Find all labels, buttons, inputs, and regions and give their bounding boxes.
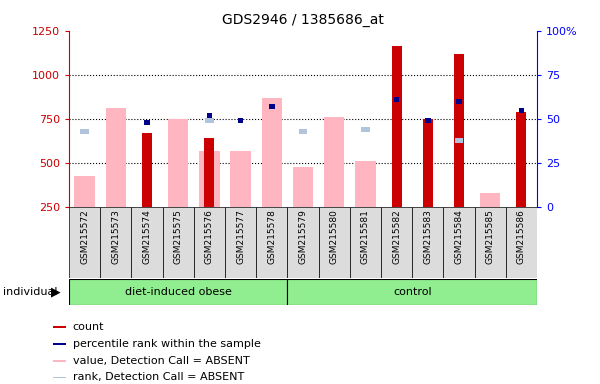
Text: control: control: [393, 287, 431, 297]
Bar: [480, 193, 500, 207]
Text: diet-induced obese: diet-induced obese: [125, 287, 232, 297]
Title: GDS2946 / 1385686_at: GDS2946 / 1385686_at: [222, 13, 384, 27]
Bar: [168, 119, 188, 207]
Bar: [361, 127, 370, 132]
Bar: [392, 46, 401, 207]
Bar: [106, 108, 126, 207]
Text: percentile rank within the sample: percentile rank within the sample: [73, 339, 260, 349]
Text: GSM215572: GSM215572: [80, 209, 89, 263]
Text: GSM215574: GSM215574: [143, 209, 151, 263]
Bar: [142, 133, 152, 207]
Bar: [425, 118, 431, 123]
Bar: [69, 279, 287, 305]
Text: ▶: ▶: [51, 286, 61, 299]
Text: individual: individual: [3, 287, 58, 297]
Bar: [194, 207, 225, 278]
Bar: [518, 108, 524, 113]
Text: GSM215577: GSM215577: [236, 209, 245, 264]
Bar: [269, 104, 275, 109]
Text: count: count: [73, 322, 104, 332]
Bar: [100, 207, 131, 278]
Bar: [517, 112, 526, 207]
Bar: [53, 359, 67, 362]
Bar: [423, 119, 433, 207]
Bar: [74, 175, 95, 207]
Bar: [454, 54, 464, 207]
Text: GSM215580: GSM215580: [330, 209, 338, 264]
Bar: [225, 207, 256, 278]
Text: rank, Detection Call = ABSENT: rank, Detection Call = ABSENT: [73, 372, 244, 382]
Bar: [293, 167, 313, 207]
Bar: [206, 113, 212, 118]
Bar: [238, 118, 244, 123]
Bar: [205, 118, 214, 123]
Bar: [144, 120, 150, 125]
Text: GSM215578: GSM215578: [267, 209, 276, 264]
Bar: [287, 279, 537, 305]
Text: GSM215585: GSM215585: [485, 209, 494, 264]
Text: GSM215582: GSM215582: [392, 209, 401, 263]
Text: value, Detection Call = ABSENT: value, Detection Call = ABSENT: [73, 356, 250, 366]
Text: GSM215584: GSM215584: [455, 209, 464, 263]
Bar: [53, 343, 67, 345]
Bar: [205, 139, 214, 207]
Bar: [262, 98, 282, 207]
Bar: [299, 129, 307, 134]
Bar: [131, 207, 163, 278]
Bar: [355, 161, 376, 207]
Bar: [324, 117, 344, 207]
Bar: [53, 326, 67, 328]
Bar: [455, 137, 463, 143]
Bar: [319, 207, 350, 278]
Text: GSM215576: GSM215576: [205, 209, 214, 264]
Bar: [230, 151, 251, 207]
Bar: [350, 207, 381, 278]
Bar: [456, 99, 462, 104]
Text: GSM215575: GSM215575: [174, 209, 182, 264]
Bar: [475, 207, 506, 278]
Bar: [69, 207, 100, 278]
Text: GSM215581: GSM215581: [361, 209, 370, 264]
Bar: [53, 376, 67, 379]
Text: GSM215583: GSM215583: [424, 209, 432, 264]
Bar: [412, 207, 443, 278]
Bar: [381, 207, 412, 278]
Bar: [443, 207, 475, 278]
Bar: [80, 129, 89, 134]
Bar: [506, 207, 537, 278]
Bar: [199, 151, 220, 207]
Text: GSM215573: GSM215573: [112, 209, 120, 264]
Bar: [287, 207, 319, 278]
Bar: [394, 97, 400, 102]
Text: GSM215586: GSM215586: [517, 209, 526, 264]
Bar: [163, 207, 194, 278]
Text: GSM215579: GSM215579: [299, 209, 308, 264]
Bar: [256, 207, 287, 278]
